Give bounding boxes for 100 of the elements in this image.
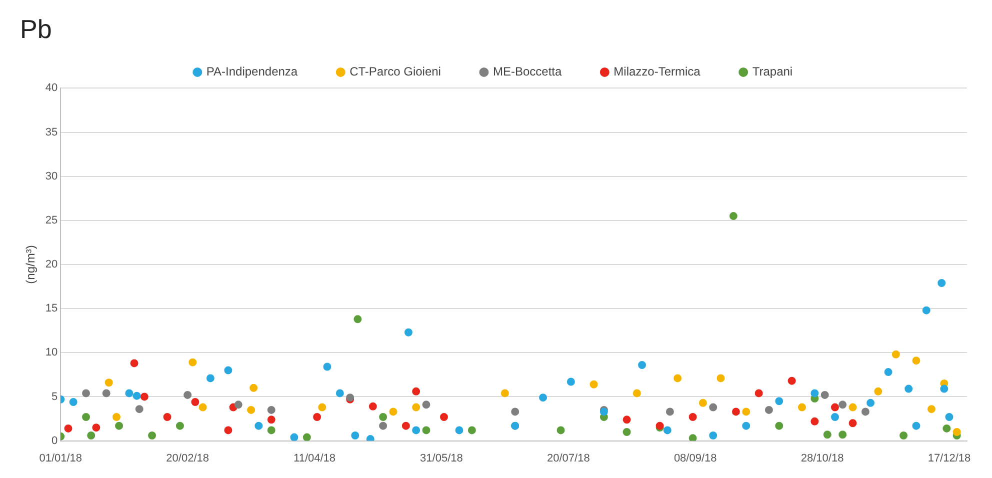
point (140, 392, 148, 401)
point (104, 378, 113, 387)
point (927, 405, 936, 414)
point (412, 387, 420, 396)
point (900, 432, 908, 440)
point (148, 432, 156, 440)
point (115, 422, 124, 430)
point (775, 422, 784, 430)
chart-title: Pb (20, 14, 52, 44)
y-tick-label: 30 (45, 170, 58, 182)
y-tick-label: 35 (45, 126, 58, 138)
point (830, 413, 839, 421)
point (247, 406, 256, 414)
point (539, 394, 548, 402)
point (69, 398, 78, 406)
point (742, 408, 750, 416)
point (112, 413, 120, 421)
point (874, 387, 882, 396)
point (354, 315, 362, 324)
point (125, 389, 134, 398)
point (938, 279, 946, 288)
point (402, 422, 410, 430)
point (709, 432, 718, 440)
point (775, 397, 784, 406)
point (940, 384, 948, 393)
point (379, 422, 388, 430)
point (102, 389, 110, 398)
point (848, 419, 857, 428)
legend-label: Trapani (752, 64, 793, 79)
point (191, 398, 200, 406)
point (64, 424, 72, 432)
point (622, 428, 631, 436)
point (688, 413, 697, 421)
y-tick-label: 5 (52, 390, 58, 403)
point (379, 413, 388, 421)
point (904, 384, 913, 393)
point (912, 356, 920, 365)
legend-label: CT-Parco Gioieni (350, 64, 441, 79)
point (788, 376, 796, 385)
x-tick-label: 01/01/18 (39, 452, 82, 464)
point (732, 408, 740, 416)
point (336, 389, 344, 398)
point (318, 403, 326, 412)
point (632, 389, 641, 398)
point (663, 426, 672, 434)
point (92, 424, 100, 432)
point (820, 390, 829, 399)
point (206, 374, 214, 382)
point (798, 403, 806, 412)
point (666, 408, 674, 416)
point (716, 374, 725, 382)
y-tick-label: 20 (45, 258, 58, 271)
point (82, 389, 90, 398)
point (912, 422, 920, 430)
point (440, 413, 448, 421)
point (945, 413, 954, 421)
point (267, 406, 276, 414)
point (823, 430, 832, 439)
point (188, 358, 197, 366)
point (267, 416, 276, 424)
point (176, 422, 184, 430)
point (224, 366, 232, 374)
point (366, 435, 374, 441)
y-tick-label: 0 (52, 434, 58, 447)
point (810, 389, 819, 398)
point (952, 428, 961, 436)
point (412, 426, 420, 434)
legend-label: Milazzo-Termica (614, 64, 701, 79)
point (412, 403, 420, 412)
point (622, 416, 631, 424)
y-tick-label: 15 (45, 302, 58, 315)
point (511, 408, 520, 416)
point (135, 405, 144, 414)
point (302, 433, 311, 441)
point (351, 432, 360, 440)
point (742, 422, 750, 430)
point (848, 403, 857, 412)
point (389, 408, 398, 416)
point (830, 403, 839, 412)
point (132, 392, 141, 400)
point (861, 408, 870, 416)
point (729, 212, 738, 220)
point (810, 417, 819, 426)
point (892, 350, 900, 358)
x-tick-label: 11/04/18 (294, 452, 336, 464)
point (422, 426, 430, 434)
point (838, 430, 847, 439)
x-tick-label: 20/07/18 (546, 452, 590, 464)
point (754, 389, 763, 398)
point (267, 426, 276, 434)
point (556, 426, 565, 434)
point (198, 403, 207, 412)
point (404, 328, 412, 336)
y-axis-title: (ng/m³) (24, 245, 38, 284)
point (698, 398, 707, 407)
y-tick-label: 10 (45, 346, 58, 359)
y-tick-label: 40 (45, 82, 58, 94)
y-tick-label: 25 (45, 214, 58, 226)
point (866, 398, 875, 407)
x-tick-label: 20/02/18 (166, 452, 209, 464)
